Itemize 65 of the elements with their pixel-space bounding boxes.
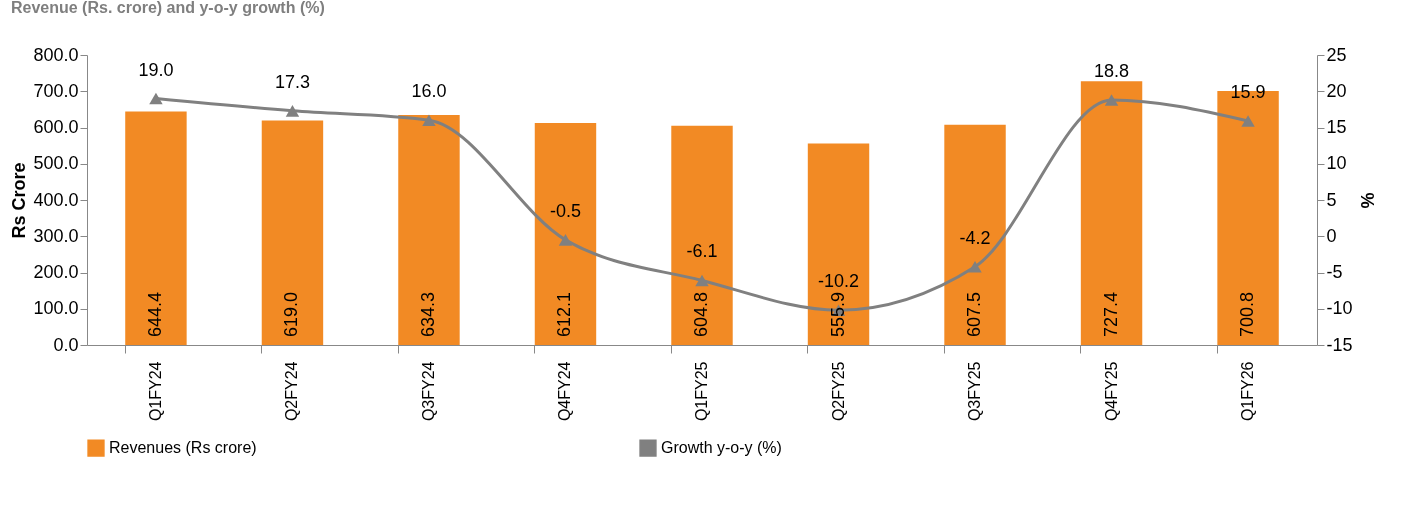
y-tick-label: 300.0 <box>33 225 79 246</box>
x-tick-label: Q2FY25 <box>829 361 847 422</box>
data-label: -4.2 <box>959 227 991 248</box>
point <box>422 114 436 127</box>
data-label: 634.3 <box>417 291 438 337</box>
y-tick-label: 500.0 <box>33 153 79 174</box>
y2-tick-label: -5 <box>1326 262 1343 282</box>
y2-tick-label: 15 <box>1326 117 1347 137</box>
chart-title: Revenue (Rs. crore) and y-o-y growth (%) <box>10 0 325 16</box>
bar <box>944 124 1006 345</box>
bar <box>671 125 733 345</box>
x-tick-label: Q4FY24 <box>556 361 574 422</box>
y2-axis-title: % <box>1356 192 1377 209</box>
y-tick-label: 800.0 <box>33 44 79 65</box>
y-axis-title: Rs Crore <box>9 162 30 239</box>
y-tick-label: 0.0 <box>53 334 79 355</box>
data-label: 700.8 <box>1237 291 1258 337</box>
y2-tick-label: 5 <box>1326 189 1337 210</box>
y-tick-label: 600.0 <box>33 117 79 137</box>
bar <box>125 111 187 345</box>
data-label: 612.1 <box>554 291 575 337</box>
data-label: 644.4 <box>144 291 165 337</box>
point <box>1241 115 1255 127</box>
y-tick-label: 700.0 <box>33 80 79 101</box>
y2-tick-label: -10 <box>1326 298 1353 319</box>
data-label: 555.9 <box>827 291 848 337</box>
point <box>695 274 709 287</box>
x-tick-label: Q1FY25 <box>693 361 710 422</box>
data-label: 19.0 <box>138 59 174 80</box>
data-label: -6.1 <box>686 241 718 262</box>
point <box>558 234 573 246</box>
bar <box>807 143 870 345</box>
point <box>1104 94 1119 106</box>
data-label: -10.2 <box>818 271 860 292</box>
data-label: -0.5 <box>549 200 581 221</box>
legend-label: Revenues (Rs crore) <box>109 439 257 457</box>
x-tick-label: Q1FY24 <box>146 361 164 422</box>
data-label: 18.8 <box>1094 60 1130 81</box>
data-label: 619.0 <box>281 291 302 337</box>
bar <box>1080 81 1143 345</box>
data-label: 604.8 <box>691 291 711 337</box>
x-tick-label: Q3FY24 <box>419 361 437 422</box>
x-tick-label: Q3FY25 <box>966 361 984 422</box>
point <box>285 105 300 117</box>
data-label: 607.5 <box>964 291 985 337</box>
y-tick-label: 200.0 <box>33 262 79 282</box>
point <box>149 92 163 105</box>
x-tick-label: Q1FY26 <box>1239 361 1257 422</box>
point <box>968 260 982 273</box>
bar <box>534 123 597 345</box>
data-label: 16.0 <box>411 81 447 102</box>
data-label: 17.3 <box>274 71 310 92</box>
y-tick-label: 400.0 <box>33 189 79 210</box>
y2-tick-label: 10 <box>1326 153 1347 174</box>
y2-tick-label: 25 <box>1326 44 1347 65</box>
y2-tick-label: 20 <box>1326 80 1347 101</box>
x-tick-label: Q4FY25 <box>1102 361 1120 422</box>
x-tick-label: Q2FY24 <box>283 361 301 422</box>
data-label: 727.4 <box>1100 291 1121 337</box>
y2-tick-label: -15 <box>1326 334 1353 355</box>
legend-label: Growth y-o-y (%) <box>661 439 782 457</box>
bar <box>398 115 460 345</box>
bar <box>261 120 324 345</box>
y2-tick-label: 0 <box>1326 225 1337 246</box>
y-tick-label: 100.0 <box>33 298 79 319</box>
